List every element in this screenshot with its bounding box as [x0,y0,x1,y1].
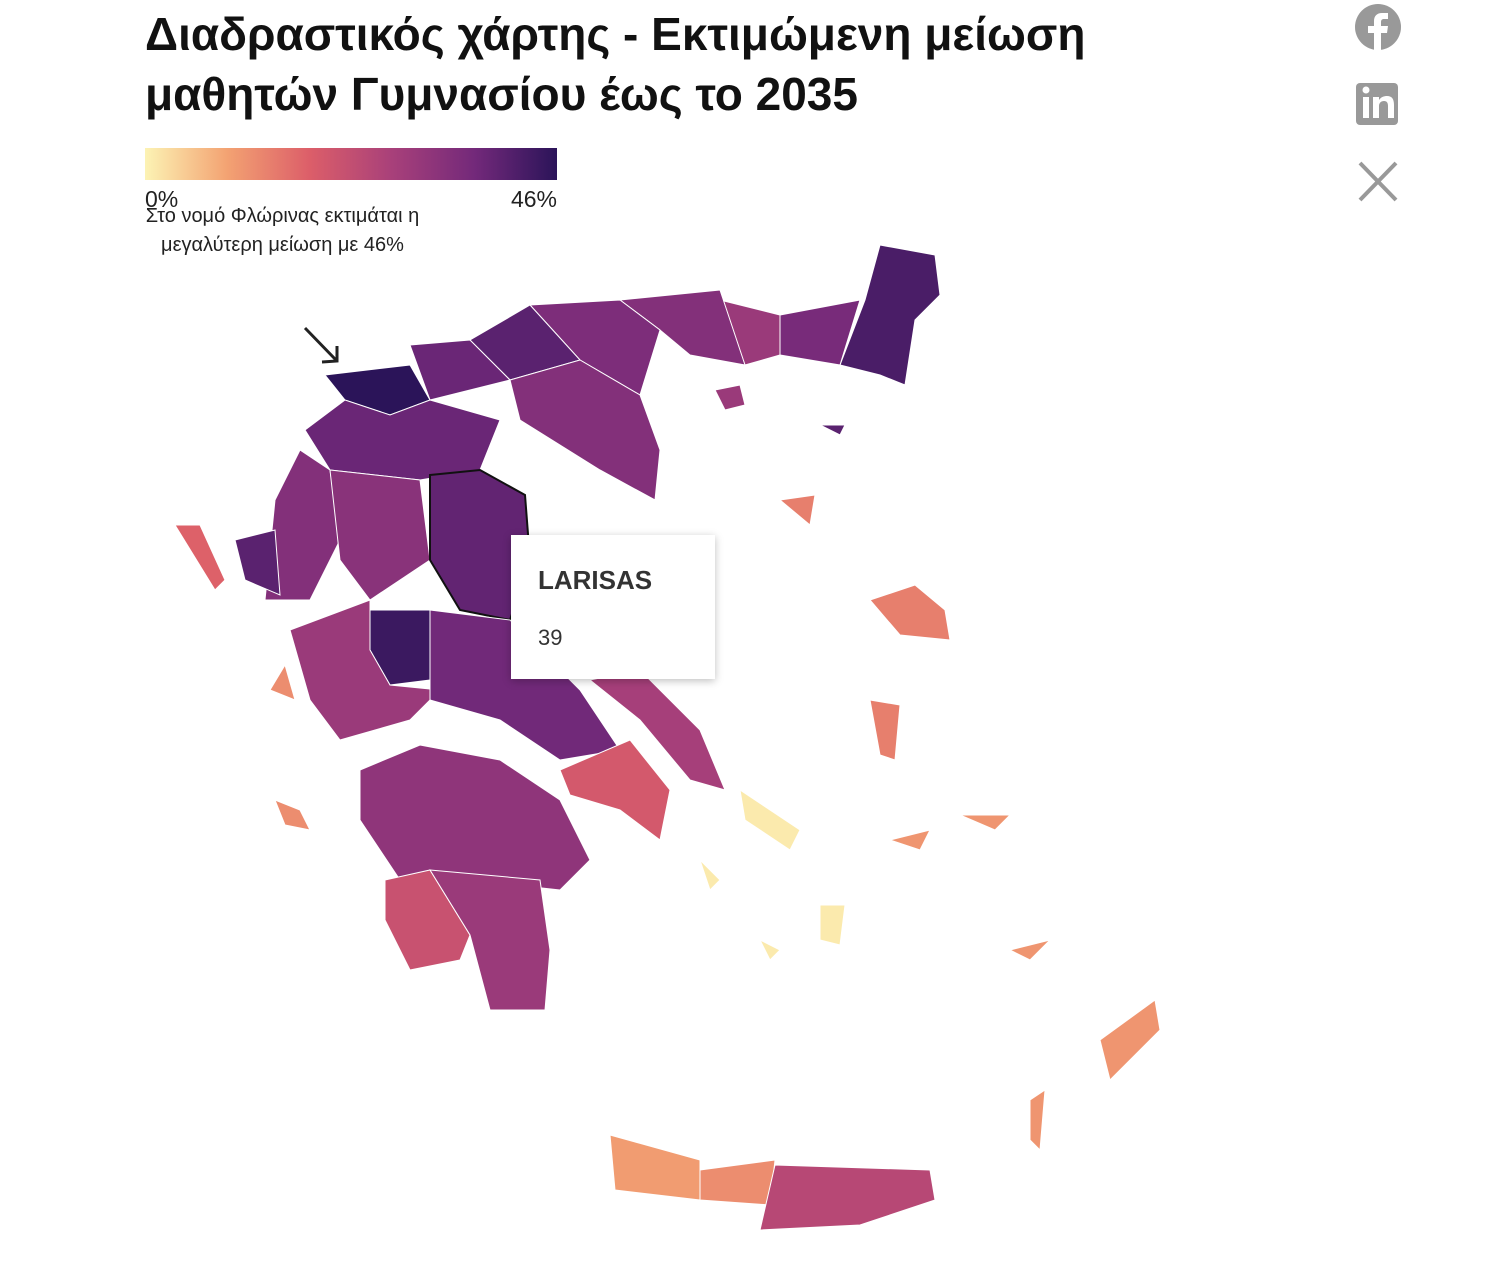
region [304,399,501,481]
region [699,788,846,961]
tooltip: LARISAS 39 [511,535,715,679]
region [699,1159,776,1206]
region [329,469,431,601]
region [174,524,226,591]
facebook-glyph [1368,13,1388,50]
region [839,244,941,386]
title: Διαδραστικός χάρτης - Εκτιμώμενη μείωση … [145,8,1086,120]
tooltip-value: 39 [538,625,563,650]
linkedin-glyph [1363,97,1369,118]
legend-bar [145,148,557,180]
region [609,1134,701,1201]
region [714,384,746,411]
linkedin-glyph [1373,96,1394,118]
region [888,814,1161,1152]
tooltip-title: LARISAS [538,565,653,595]
region [778,494,816,526]
annotation-arrow [303,326,339,364]
region [759,1164,936,1231]
region [234,529,281,596]
x-icon[interactable] [1358,161,1398,202]
linkedin-glyph [1362,86,1370,94]
legend-tick-label: 46% [511,186,557,212]
share-icons [1355,4,1401,202]
region [509,359,661,501]
region [869,699,901,761]
region [559,739,671,841]
region [269,663,311,831]
legend-tick-label: 0% [145,186,178,212]
region [869,584,951,641]
regions [174,244,1161,1231]
region [359,744,591,891]
region [819,424,846,436]
region [429,869,551,1011]
annotation: Στο νομό Φλώρινας εκτιμάται η μεγαλύτερη… [145,205,420,256]
